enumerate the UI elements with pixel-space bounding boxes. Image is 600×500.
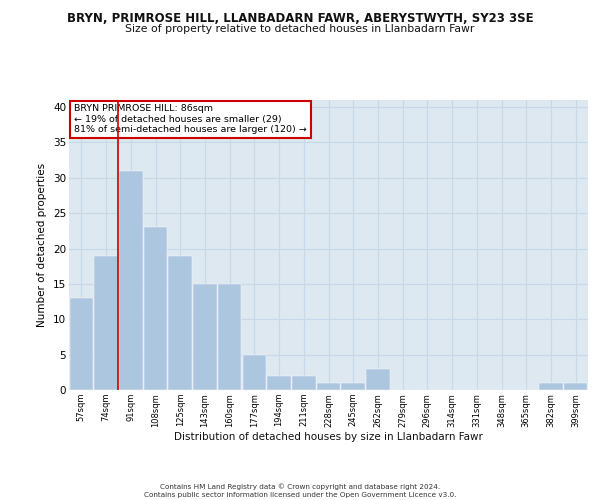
- Bar: [268, 376, 291, 390]
- Text: BRYN PRIMROSE HILL: 86sqm
← 19% of detached houses are smaller (29)
81% of semi-: BRYN PRIMROSE HILL: 86sqm ← 19% of detac…: [74, 104, 307, 134]
- Bar: [242, 354, 266, 390]
- Bar: [218, 284, 241, 390]
- Bar: [539, 383, 563, 390]
- Bar: [193, 284, 217, 390]
- Bar: [169, 256, 192, 390]
- Text: Distribution of detached houses by size in Llanbadarn Fawr: Distribution of detached houses by size …: [175, 432, 483, 442]
- Bar: [292, 376, 316, 390]
- Bar: [94, 256, 118, 390]
- Y-axis label: Number of detached properties: Number of detached properties: [37, 163, 47, 327]
- Text: Size of property relative to detached houses in Llanbadarn Fawr: Size of property relative to detached ho…: [125, 24, 475, 34]
- Bar: [119, 170, 143, 390]
- Bar: [341, 383, 365, 390]
- Bar: [70, 298, 93, 390]
- Bar: [366, 369, 389, 390]
- Text: BRYN, PRIMROSE HILL, LLANBADARN FAWR, ABERYSTWYTH, SY23 3SE: BRYN, PRIMROSE HILL, LLANBADARN FAWR, AB…: [67, 12, 533, 26]
- Bar: [144, 228, 167, 390]
- Bar: [564, 383, 587, 390]
- Text: Contains HM Land Registry data © Crown copyright and database right 2024.
Contai: Contains HM Land Registry data © Crown c…: [144, 484, 456, 498]
- Bar: [317, 383, 340, 390]
